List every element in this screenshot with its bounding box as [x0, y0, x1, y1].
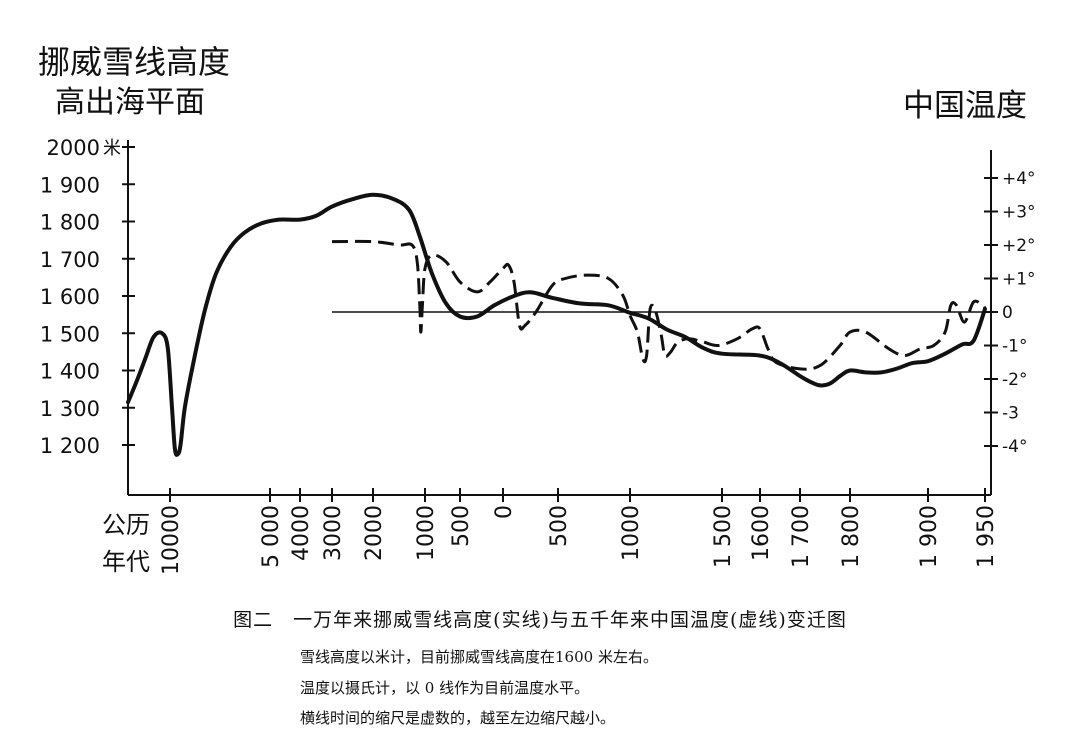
x-tick-label: 1600 — [749, 505, 774, 561]
left-axis-unit: 米 — [103, 138, 121, 159]
x-tick-label: 500 — [547, 505, 572, 547]
left-tick-label: 1 700 — [40, 248, 100, 272]
left-tick-label: 1 800 — [40, 211, 100, 235]
left-tick-label: 1 300 — [40, 397, 100, 421]
x-tick-label: 0 — [492, 505, 517, 519]
x-tick-label: 1 900 — [917, 505, 942, 568]
x-tick-label: 1000 — [619, 505, 644, 561]
right-tick-label: +3° — [1002, 203, 1036, 223]
snowline-series-line — [126, 192, 987, 457]
left-tick-label: 1 900 — [40, 173, 100, 197]
x-tick-label: 1000 — [414, 505, 439, 561]
x-axis-ticks: 10000 5 000 4000 3000 2000 1000 500 0 500 1000 1 5… — [159, 488, 999, 575]
x-axis-label-line2: 年代 — [102, 548, 150, 576]
right-tick-label: +4° — [1002, 169, 1036, 189]
china-temperature-series-line — [331, 239, 987, 371]
right-axis-title: 中国温度 — [903, 88, 1027, 124]
x-tick-label: 3000 — [321, 505, 346, 561]
caption-note-3: 横线时间的缩尺是虚数的，越至左边缩尺越小。 — [300, 709, 616, 727]
left-tick-label: 1 400 — [40, 360, 100, 384]
left-axis-title: 挪威雪线高度 高出海平面 — [38, 43, 230, 120]
figure-caption: 图二 一万年来挪威雪线高度(实线)与五千年来中国温度(虚线)变迁图 — [233, 609, 847, 631]
right-tick-label: -4° — [1002, 437, 1027, 457]
left-axis-title-line1: 挪威雪线高度 — [38, 43, 230, 81]
left-tick-label: 1 600 — [40, 285, 100, 309]
right-tick-label: +1° — [1002, 270, 1036, 290]
x-tick-label: 1 700 — [789, 505, 814, 568]
x-tick-label: 1 950 — [974, 505, 999, 568]
x-tick-label: 4000 — [289, 505, 314, 561]
caption-note-2: 温度以摄氏计，以 0 线作为目前温度水平。 — [300, 679, 590, 697]
x-tick-label: 5 000 — [259, 505, 284, 568]
x-tick-label: 500 — [449, 505, 474, 547]
right-tick-label: -1° — [1002, 337, 1027, 357]
caption-note-1: 雪线高度以米计，目前挪威雪线高度在1600 米左右。 — [300, 648, 658, 666]
left-tick-label: 2000 — [47, 136, 100, 160]
x-axis-label-line1: 公历 — [102, 511, 150, 539]
x-tick-label: 2000 — [362, 505, 387, 561]
x-tick-label: 10000 — [159, 505, 184, 575]
x-tick-label: 1 800 — [839, 505, 864, 568]
x-axis-label: 公历 年代 — [102, 511, 150, 576]
right-tick-label: -3 — [1002, 404, 1019, 424]
left-tick-label: 1 200 — [40, 434, 100, 458]
right-tick-label: +2° — [1002, 236, 1036, 256]
left-tick-label: 1 500 — [40, 322, 100, 346]
x-tick-label: 1 500 — [711, 505, 736, 568]
left-axis-title-line2: 高出海平面 — [55, 85, 205, 120]
right-tick-label: -2° — [1002, 370, 1027, 390]
right-tick-label: 0 — [1002, 303, 1013, 323]
chart-figure: 挪威雪线高度 高出海平面 中国温度 2000 1 900 1 800 1 700 1 6… — [38, 43, 1036, 576]
left-axis-ticks: 2000 1 900 1 800 1 700 1 600 1 500 1 400 1 300 1… — [40, 136, 135, 458]
